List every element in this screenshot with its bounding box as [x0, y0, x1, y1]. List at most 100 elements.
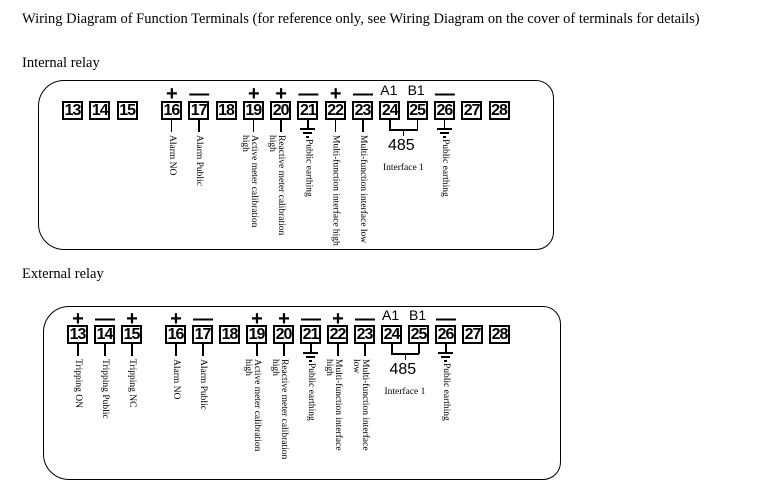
- lead-line-21: [310, 344, 312, 352]
- internal-relay-heading: Internal relay: [22, 55, 100, 71]
- lead-line-19: [256, 344, 258, 356]
- label-line: Multi-function interface: [360, 359, 370, 451]
- terminal-24: 24: [381, 325, 402, 344]
- terminal-label-23: Multi-function interface low: [358, 135, 368, 243]
- b1-label: B1: [407, 82, 425, 98]
- terminal-27: 27: [462, 325, 483, 344]
- label-line: Alarm Public: [198, 359, 208, 410]
- terminal-14: 14: [89, 101, 111, 120]
- terminal-label-16: Alarm NO: [166, 135, 177, 176]
- lead-line-17: [202, 344, 204, 356]
- label-line: high: [324, 359, 334, 376]
- rs485-lead-a: [391, 344, 393, 354]
- label-line: Active meter calibration: [248, 135, 259, 228]
- label-line: Alarm Public: [194, 135, 205, 186]
- ground-symbol-icon: [303, 132, 313, 134]
- terminal-17: 17: [192, 325, 213, 344]
- lead-line-20: [280, 120, 282, 132]
- lead-line-15: [131, 344, 133, 356]
- polarity-13: +: [72, 308, 84, 330]
- page-title: Wiring Diagram of Function Terminals (fo…: [22, 11, 700, 27]
- terminal-label-26: Public earthing: [441, 363, 451, 421]
- lead-line-23: [364, 344, 366, 356]
- interface-label: Interface 1: [382, 163, 424, 173]
- label-line: Alarm NO: [166, 135, 177, 176]
- rs485-lead-b: [418, 344, 420, 354]
- internal-relay-panel: [38, 80, 554, 250]
- b1-label: B1: [409, 307, 427, 323]
- polarity-20: +: [275, 83, 287, 105]
- ground-symbol-icon: [436, 128, 452, 130]
- terminal-14: 14: [94, 325, 115, 344]
- polarity-19: +: [247, 83, 260, 105]
- terminal-label-19: Active meter calibration high: [239, 135, 259, 228]
- terminal-label-20: Reactive meter calibration high: [270, 359, 289, 459]
- label-line: Reactive meter calibration: [276, 135, 287, 236]
- polarity-14: —: [95, 308, 115, 330]
- terminal-label-13: Tripping ON: [73, 359, 83, 408]
- terminal-21: 21: [297, 101, 319, 120]
- ground-symbol-icon: [300, 128, 316, 130]
- polarity-23: —: [353, 83, 373, 105]
- label-line: Public earthing: [303, 139, 314, 197]
- lead-line-23: [362, 120, 364, 132]
- label-line: high: [239, 135, 250, 152]
- ground-symbol-icon: [442, 136, 446, 138]
- terminal-label-15: Tripping NC: [127, 359, 137, 407]
- terminal-18: 18: [215, 101, 237, 120]
- label-line: Public earthing: [441, 363, 451, 421]
- a1-label: A1: [382, 307, 400, 323]
- label-line: Multi-function interface: [333, 359, 343, 451]
- lead-line-22: [334, 120, 337, 132]
- label-line: high: [243, 359, 253, 376]
- label-line: Public earthing: [306, 363, 316, 421]
- terminal-26: 26: [435, 325, 456, 344]
- polarity-16: +: [166, 83, 178, 105]
- label-line: Active meter calibration: [252, 359, 262, 452]
- ground-symbol-icon: [306, 356, 315, 358]
- lead-line-20: [283, 344, 285, 356]
- lead-line-17: [198, 120, 200, 132]
- lead-line-26: [443, 120, 446, 128]
- ground-symbol-icon: [444, 360, 447, 362]
- terminal-25: 25: [408, 325, 429, 344]
- external-relay-heading: External relay: [22, 266, 104, 282]
- polarity-17: —: [193, 308, 213, 330]
- label-line: Multi-function interface high: [330, 135, 341, 246]
- lead-line-16: [170, 120, 173, 132]
- terminal-24: 24: [379, 101, 401, 120]
- rs485-lead-a: [389, 120, 391, 130]
- terminal-20: 20: [273, 325, 294, 344]
- terminal-19: 19: [246, 325, 267, 344]
- terminal-label-22: Multi-function interface high: [324, 359, 343, 451]
- terminal-label-26: Public earthing: [440, 139, 450, 197]
- polarity-15: +: [126, 308, 138, 330]
- terminal-label-21: Public earthing: [303, 139, 314, 197]
- terminal-22: 22: [324, 101, 346, 120]
- polarity-17: —: [189, 83, 210, 105]
- a1-label: A1: [380, 82, 398, 98]
- terminal-23: 23: [354, 325, 375, 344]
- external-relay-panel: [43, 306, 561, 480]
- polarity-26: —: [434, 83, 455, 105]
- terminal-label-21: Public earthing: [306, 363, 316, 421]
- polarity-21: —: [301, 308, 321, 330]
- terminal-15: 15: [116, 101, 138, 120]
- rs485-label: 485: [387, 137, 415, 154]
- terminal-28: 28: [489, 325, 510, 344]
- polarity-26: —: [436, 308, 456, 330]
- terminal-27: 27: [461, 101, 483, 120]
- interface-label: Interface 1: [384, 387, 426, 397]
- terminal-label-22: Multi-function interface high: [330, 135, 341, 246]
- ground-symbol-icon: [309, 360, 312, 362]
- terminal-26: 26: [433, 101, 455, 120]
- ground-symbol-icon: [303, 352, 318, 354]
- terminal-28: 28: [488, 101, 510, 120]
- terminal-13: 13: [62, 101, 83, 120]
- rs485-label: 485: [389, 361, 417, 378]
- polarity-19: +: [251, 308, 263, 330]
- ground-symbol-icon: [439, 132, 449, 134]
- terminal-21: 21: [300, 325, 321, 344]
- label-line: high: [270, 359, 280, 376]
- terminal-23: 23: [352, 101, 373, 120]
